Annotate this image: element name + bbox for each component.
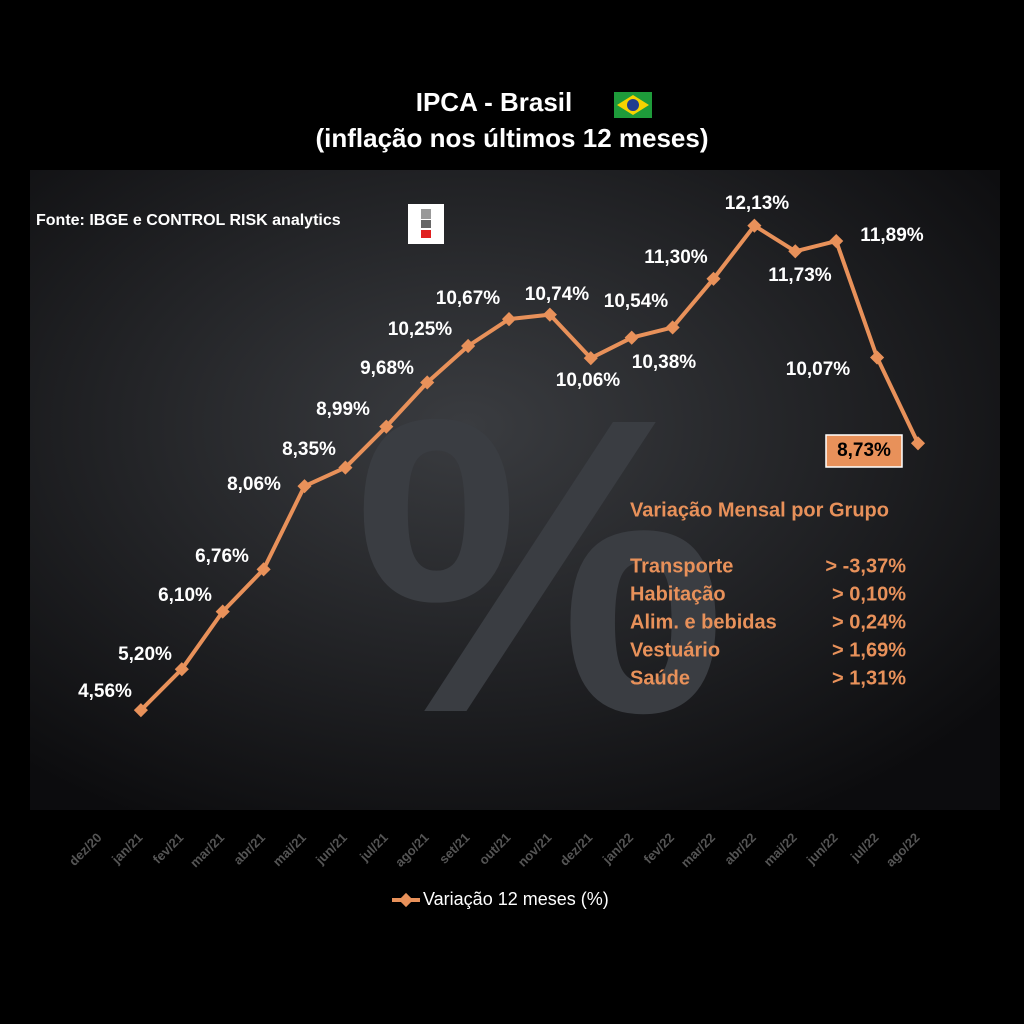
group-value: > 1,31% [832, 667, 906, 689]
line [139, 223, 920, 712]
marker [870, 350, 885, 365]
annotation-title: Variação Mensal por Grupo [630, 499, 889, 521]
x-tick-label: jan/21 [108, 830, 145, 867]
legend-marker [398, 892, 414, 908]
group-value: > 1,69% [832, 639, 906, 661]
x-tick-label: jul/21 [356, 830, 391, 865]
marker [788, 244, 803, 259]
group-name: Vestuário [630, 639, 720, 661]
data-label: 8,35% [282, 439, 336, 460]
marker [910, 436, 926, 451]
x-tick-label: jun/22 [803, 830, 841, 868]
marker [133, 703, 148, 718]
data-label: 4,56% [78, 681, 132, 702]
marker [706, 271, 721, 286]
x-tick-label: ago/21 [392, 830, 432, 870]
data-label: 9,68% [360, 358, 414, 379]
group-value: > 0,24% [832, 611, 906, 633]
marker [379, 419, 394, 434]
x-tick-label: dez/21 [557, 830, 596, 869]
x-tick-label: jan/22 [599, 830, 636, 867]
x-tick-label: mar/21 [187, 830, 227, 870]
x-tick-label: jun/21 [312, 830, 350, 868]
data-label: 10,54% [604, 291, 669, 312]
x-tick-label: mai/22 [761, 830, 800, 869]
data-label: 10,06% [556, 370, 621, 391]
logo [408, 204, 444, 244]
background [30, 170, 1000, 810]
marker [215, 604, 230, 619]
group-name: Transporte [630, 555, 733, 577]
group-value: > 0,10% [832, 583, 906, 605]
data-label: 12,13% [725, 193, 790, 214]
x-tick-label: jul/22 [847, 830, 882, 865]
marker [174, 662, 189, 677]
x-tick-label: abr/22 [721, 830, 759, 868]
group-name: Habitação [630, 583, 726, 605]
data-label: 5,20% [118, 644, 172, 665]
marker [338, 460, 353, 475]
decoration: % [353, 332, 726, 801]
label-box [825, 434, 903, 468]
data-label: 10,07% [786, 359, 851, 380]
group-name: Alim. e bebidas [630, 611, 777, 633]
x-tick-label: dez/20 [66, 830, 105, 869]
marker [420, 375, 435, 390]
marker [829, 233, 844, 249]
data-label: 10,67% [436, 288, 501, 309]
data-label: 10,38% [632, 352, 697, 373]
data-label: 10,74% [525, 284, 590, 305]
data-label: 6,10% [158, 585, 212, 606]
data-label: 8,06% [227, 474, 281, 495]
x-tick-label: mai/21 [270, 830, 309, 869]
marker [461, 338, 476, 354]
marker [256, 562, 271, 577]
chart-subtitle: (inflação nos últimos 12 meses) [315, 123, 708, 153]
data-label: 8,73% [837, 440, 891, 461]
marker [297, 479, 312, 494]
data-label: 6,76% [195, 546, 249, 567]
data-label: 11,89% [860, 225, 923, 246]
legend-label: Variação 12 meses (%) [423, 889, 609, 909]
x-tick-label: mar/22 [678, 830, 718, 870]
x-tick-label: ago/22 [883, 830, 923, 870]
group-value: > -3,37% [825, 555, 906, 577]
marker [624, 330, 639, 345]
marker [583, 351, 598, 366]
data-label: 10,25% [388, 319, 453, 340]
x-tick-label: out/21 [476, 830, 514, 868]
x-tick-label: set/21 [436, 830, 473, 867]
source: Fonte: IBGE e CONTROL RISK analytics [36, 212, 341, 229]
group-name: Saúde [630, 667, 690, 689]
x-tick-label: fev/22 [640, 830, 677, 867]
data-label: 11,73% [768, 265, 831, 286]
marker [542, 307, 557, 322]
chart-title: IPCA - Brasil [416, 87, 573, 117]
marker [501, 312, 517, 327]
marker [747, 218, 762, 233]
x-tick-label: fev/21 [150, 830, 187, 867]
x-tick-label: abr/21 [230, 830, 268, 868]
marker [665, 320, 680, 335]
data-label: 11,30% [644, 247, 707, 268]
x-tick-label: nov/21 [515, 830, 555, 870]
data-label: 8,99% [316, 399, 370, 420]
flag [614, 92, 652, 118]
